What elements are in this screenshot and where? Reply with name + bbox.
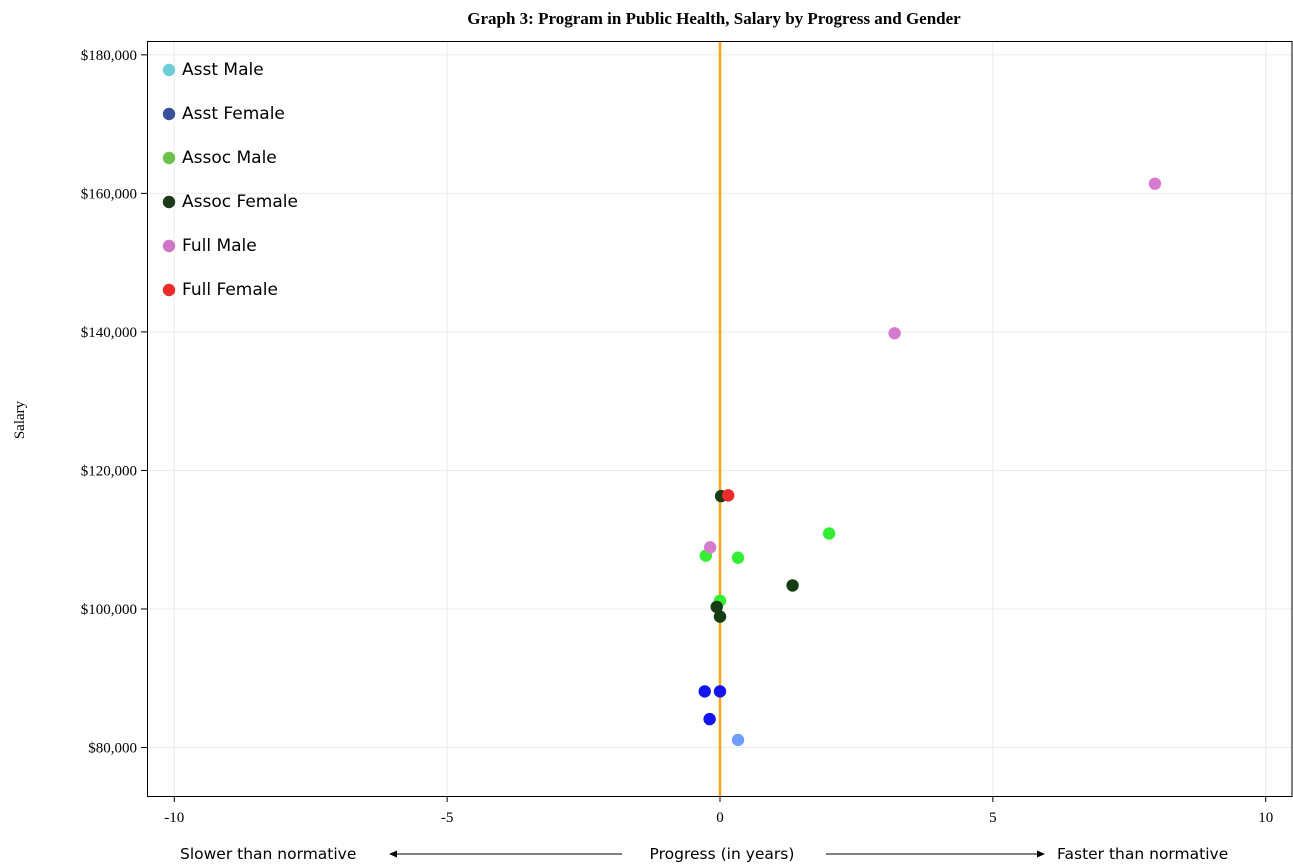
x-tick-label: 0 [716,810,724,826]
y-tick-label: $140,000 [81,325,137,341]
legend-item: Full Female [162,280,278,300]
legend-label: Asst Male [182,60,264,80]
legend-item: Full Male [162,236,257,256]
data-point [710,600,723,614]
legend-label: Assoc Male [182,148,277,168]
x-axis-label: Progress (in years) [650,845,795,863]
y-axis-label: Salary [12,400,28,439]
data-point [822,527,836,540]
data-point [731,551,745,564]
legend-item: Assoc Female [162,192,298,212]
legend-label: Asst Female [182,104,285,124]
x-axis-label-left: Slower than normative [180,845,356,863]
legend-marker [162,151,176,165]
data-point [698,685,711,698]
data-point [731,733,745,747]
legend-marker [162,283,176,297]
x-axis-ticks: -10 -5 0 5 10 [164,796,1273,826]
right-arrow [826,850,1045,858]
y-tick-label: $160,000 [81,186,137,202]
legend-marker [162,107,176,121]
data-points [698,177,1162,747]
data-point [703,541,717,554]
x-tick-label: 10 [1258,810,1273,826]
data-point [1148,177,1162,190]
legend-marker [162,195,176,209]
legend-label: Assoc Female [182,192,298,212]
left-arrow [389,850,622,858]
data-point [721,489,735,502]
y-tick-label: $80,000 [88,741,137,757]
legend-item: Asst Female [162,104,285,124]
y-axis-ticks: $80,000 $100,000 $120,000 $140,000 $160,000 $… [81,48,147,757]
y-tick-label: $100,000 [81,602,137,618]
legend-label: Full Female [182,280,278,300]
legend: Asst Male Asst Female Assoc Male Assoc Fema… [162,60,298,300]
data-point [888,327,901,340]
data-point [713,685,727,698]
legend-marker [162,239,176,253]
y-tick-label: $120,000 [81,463,137,479]
data-point [786,579,799,592]
legend-item: Assoc Male [162,148,277,168]
legend-item: Asst Male [162,60,264,80]
legend-marker [162,63,176,77]
x-axis-label-right: Faster than normative [1057,845,1228,863]
legend-label: Full Male [182,236,257,256]
y-tick-label: $180,000 [81,48,137,64]
x-axis-label-group: Slower than normative Progress (in years… [180,845,1228,863]
data-point [713,610,727,623]
data-point [703,712,716,726]
x-tick-label: -10 [164,810,184,826]
x-tick-label: 5 [989,810,997,826]
chart-title: Graph 3: Program in Public Health, Salar… [467,9,961,28]
x-tick-label: -5 [441,810,454,826]
